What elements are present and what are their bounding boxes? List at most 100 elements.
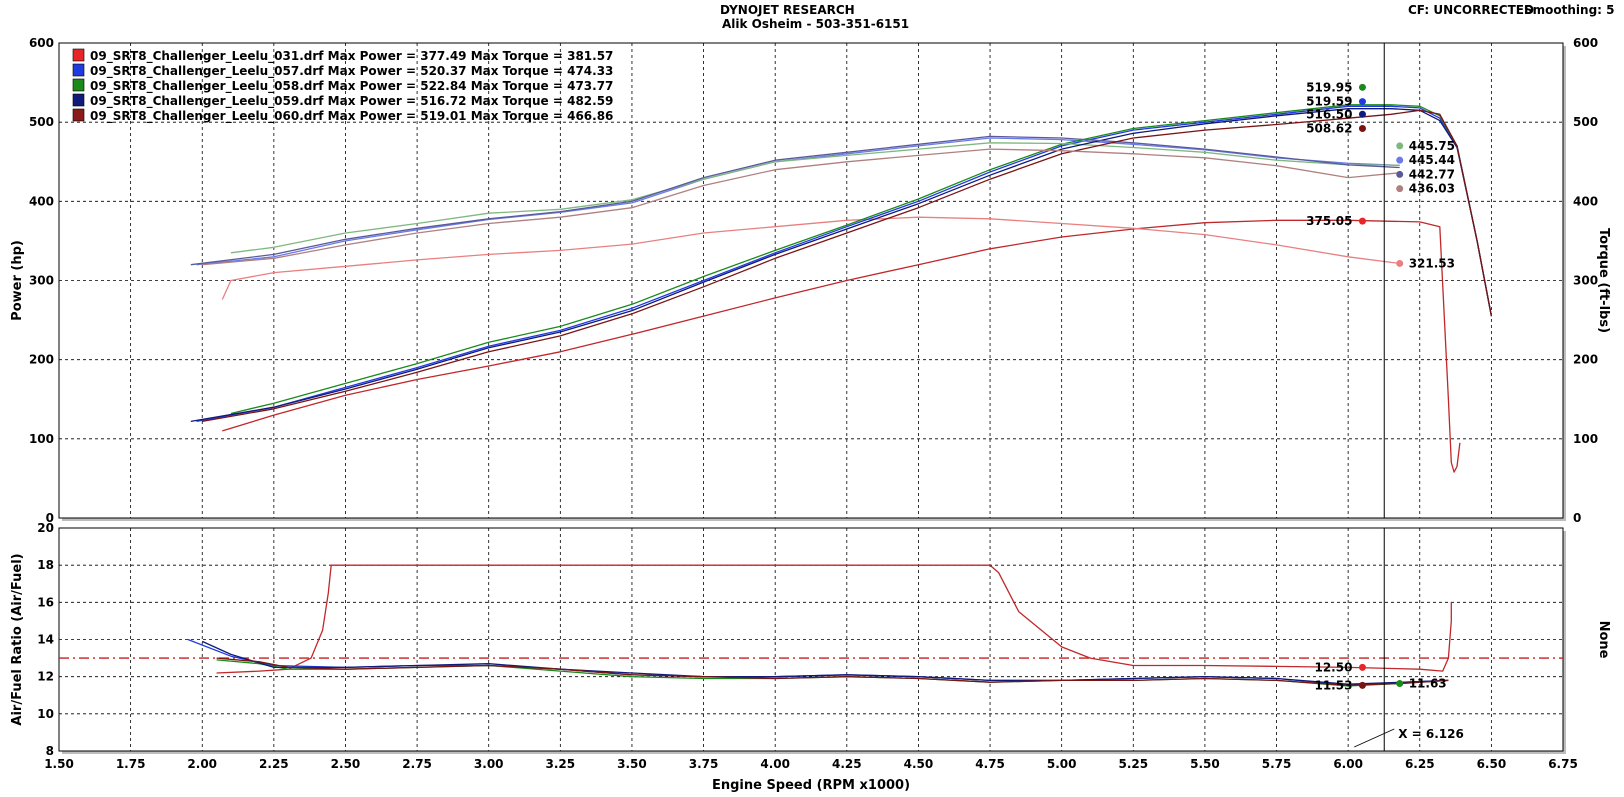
afr-axis-label: Air/Fuel Ratio (Air/Fuel) (10, 553, 25, 725)
x-tick-label: 1.75 (116, 757, 146, 771)
series-line-059-power (190, 108, 1493, 423)
y-tick-label: 500 (29, 115, 54, 129)
x-tick-label: 5.75 (1262, 757, 1292, 771)
y2-tick-label: 400 (1573, 194, 1598, 208)
afr-tick-label: 10 (37, 707, 54, 721)
annotation-marker (1396, 680, 1404, 688)
series-line-058-torque (230, 142, 1400, 254)
annotation-value: 321.53 (1409, 256, 1455, 270)
legend-entry: 09_SRT8_Challenger_Leelu_058.drf Max Pow… (90, 79, 613, 94)
x-tick-label: 4.50 (904, 757, 934, 771)
x-tick-label: 6.75 (1548, 757, 1578, 771)
x-tick-label: 5.00 (1047, 757, 1077, 771)
afr-y2-axis-label: None (1596, 621, 1611, 659)
series-line-060-power (202, 109, 1493, 423)
legend-swatch (72, 108, 85, 122)
cursor-pointer (1354, 728, 1395, 748)
y-tick-label: 400 (29, 194, 54, 208)
x-tick-label: 6.25 (1405, 757, 1435, 771)
annotation-value: 445.44 (1409, 153, 1455, 167)
annotation-value: 519.95 (1306, 80, 1352, 94)
y-axis-label: Power (hp) (10, 240, 25, 321)
x-tick-label: 2.50 (331, 757, 361, 771)
annotation-marker (1396, 170, 1404, 178)
y2-tick-label: 0 (1573, 511, 1581, 525)
chart-title: DYNOJET RESEARCH (720, 3, 855, 17)
x-tick-label: 4.00 (760, 757, 790, 771)
x-tick-label: 2.25 (259, 757, 289, 771)
x-tick-label: 4.25 (832, 757, 862, 771)
annotation-value: 11.53 (1314, 678, 1352, 692)
annotation-marker (1396, 259, 1404, 267)
afr-tick-label: 8 (46, 744, 54, 758)
annotation-marker (1396, 142, 1404, 150)
annotation-marker (1358, 98, 1366, 106)
legend-swatch (72, 93, 85, 107)
x-axis-label: Engine Speed (RPM x1000) (712, 778, 910, 793)
x-tick-label: 3.25 (546, 757, 576, 771)
legend-swatch (72, 78, 85, 92)
x-tick-label: 2.00 (187, 757, 217, 771)
y2-tick-label: 200 (1573, 353, 1598, 367)
annotation-value: 436.03 (1409, 182, 1455, 196)
x-tick-label: 3.75 (689, 757, 719, 771)
annotation-marker (1396, 156, 1404, 164)
legend-entry: 09_SRT8_Challenger_Leelu_060.drf Max Pow… (90, 109, 613, 124)
series-line-059-torque (190, 135, 1400, 266)
y-tick-label: 100 (29, 432, 54, 446)
annotation-marker (1396, 185, 1404, 193)
afr-tick-label: 20 (37, 521, 54, 535)
y-tick-label: 200 (29, 353, 54, 367)
annotation-marker (1358, 83, 1366, 91)
y2-tick-label: 300 (1573, 274, 1598, 288)
legend-entry: 09_SRT8_Challenger_Leelu_031.drf Max Pow… (90, 49, 613, 64)
x-tick-label: 6.00 (1333, 757, 1363, 771)
series-line-057-torque (196, 137, 1400, 266)
series-line-031-power (222, 219, 1461, 473)
series-line-060-torque (202, 148, 1400, 266)
annotation-value: 12.50 (1314, 660, 1352, 674)
afr-tick-label: 14 (37, 633, 54, 647)
y2-tick-label: 100 (1573, 432, 1598, 446)
annotation-marker (1358, 125, 1366, 132)
x-tick-label: 3.50 (617, 757, 647, 771)
chart-subtitle: Alik Osheim - 503-351-6151 (722, 17, 910, 31)
y-tick-label: 300 (29, 274, 54, 288)
y-tick-label: 600 (29, 36, 54, 50)
afr-line-031-afr (216, 564, 1452, 674)
x-tick-label: 5.25 (1118, 757, 1148, 771)
afr-tick-label: 18 (37, 558, 54, 572)
x-tick-label: 6.50 (1477, 757, 1507, 771)
smoothing-label: Smoothing: 5 (1524, 3, 1615, 17)
legend-swatch (72, 48, 85, 62)
annotation-value: 11.63 (1409, 677, 1447, 691)
annotation-value: 508.62 (1306, 122, 1352, 136)
annotation-value: 516.50 (1306, 107, 1352, 121)
x-tick-label: 4.75 (975, 757, 1005, 771)
y2-tick-label: 500 (1573, 115, 1598, 129)
afr-tick-label: 16 (37, 595, 54, 609)
x-tick-label: 2.75 (402, 757, 432, 771)
y2-tick-label: 600 (1573, 36, 1598, 50)
x-tick-label: 1.50 (44, 757, 74, 771)
afr-line-060-afr (216, 657, 1449, 687)
annotation-marker (1358, 663, 1366, 671)
annotation-value: 375.05 (1306, 214, 1352, 228)
cursor-label: X = 6.126 (1398, 727, 1464, 741)
series-line-031-torque (221, 216, 1400, 300)
x-tick-label: 3.00 (474, 757, 504, 771)
annotation-value: 445.75 (1409, 139, 1455, 153)
annotation-value: 442.77 (1409, 167, 1455, 181)
x-tick-label: 5.50 (1190, 757, 1220, 771)
annotation-marker (1358, 110, 1366, 118)
legend-entry: 09_SRT8_Challenger_Leelu_057.drf Max Pow… (90, 64, 613, 79)
annotation-value: 519.59 (1306, 95, 1352, 109)
y2-axis-label: Torque (ft-lbs) (1596, 228, 1611, 333)
correction-factor-label: CF: UNCORRECTED (1408, 3, 1534, 17)
annotation-marker (1358, 681, 1366, 689)
legend-entry: 09_SRT8_Challenger_Leelu_059.drf Max Pow… (90, 94, 613, 109)
legend-swatch (72, 63, 85, 77)
series-line-058-power (230, 104, 1493, 415)
y-tick-label: 0 (46, 511, 54, 525)
